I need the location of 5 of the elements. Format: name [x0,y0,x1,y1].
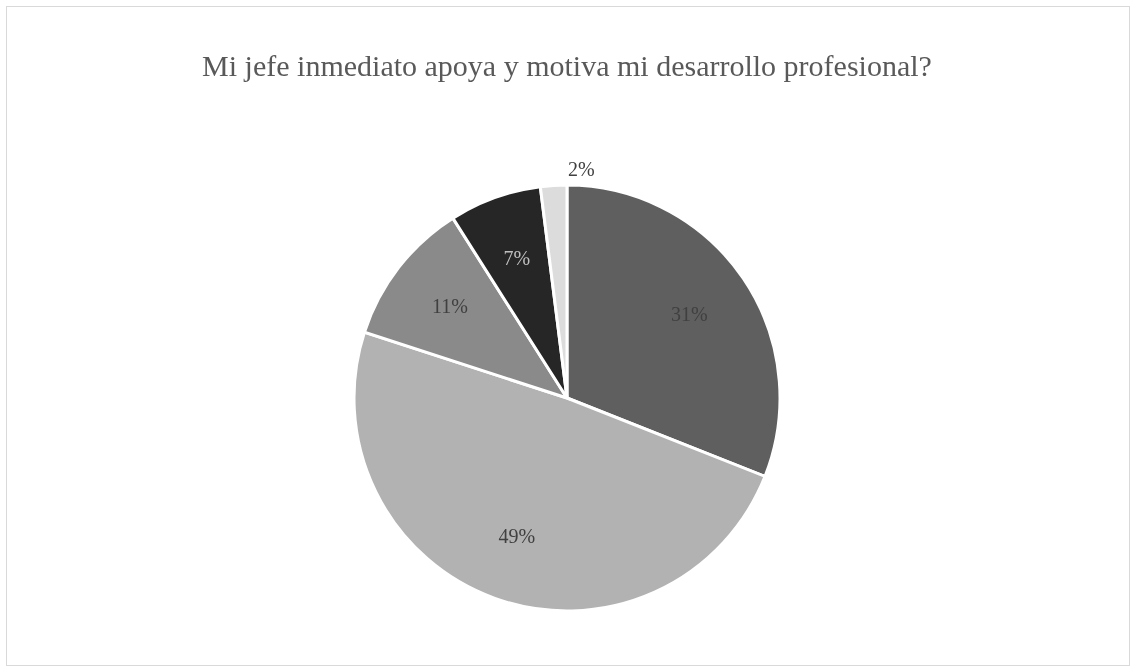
data-label: 11% [432,295,469,318]
data-label: 2% [567,158,595,181]
chart-title: Mi jefe inmediato apoya y motiva mi desarrollo profesional? [202,49,932,83]
data-label: 7% [503,246,531,269]
data-label: 49% [498,525,536,548]
